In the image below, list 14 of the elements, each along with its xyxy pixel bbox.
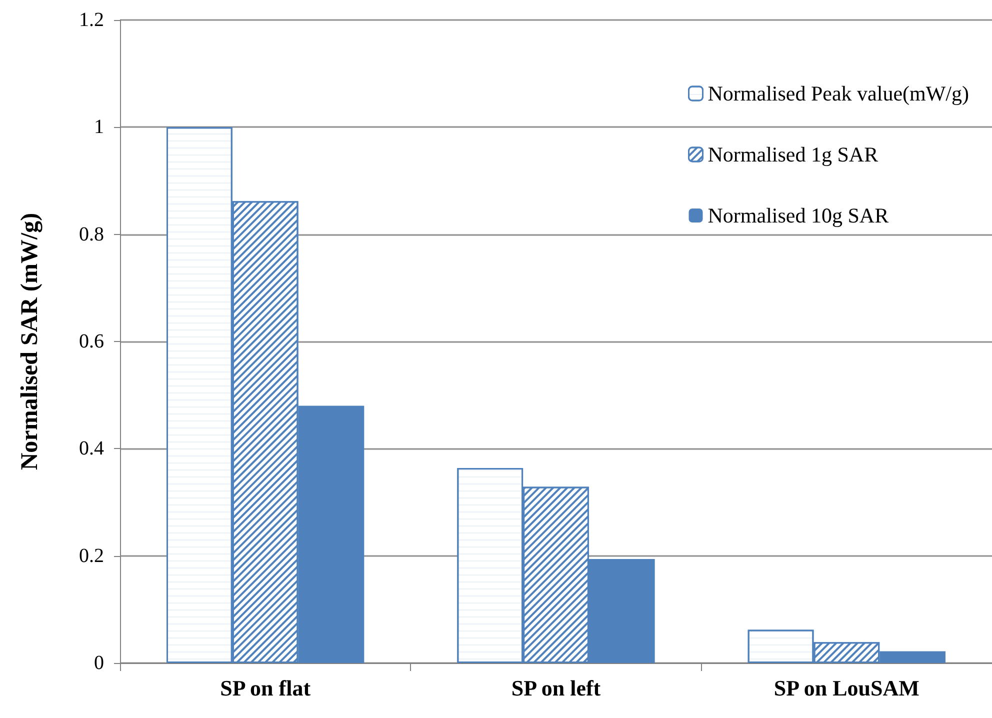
x-tick-label: SP on LouSAM — [774, 676, 920, 700]
y-tick-label: 0.2 — [79, 544, 104, 567]
x-tick-label: SP on flat — [220, 676, 312, 700]
y-tick-label: 1 — [94, 116, 104, 138]
legend-label: Normalised Peak value(mW/g) — [708, 82, 970, 106]
y-tick-label: 1.2 — [79, 9, 104, 31]
y-tick-label: 0 — [94, 652, 104, 674]
y-tick-label: 0.6 — [79, 330, 104, 352]
legend-label: Normalised 10g SAR — [708, 204, 889, 228]
y-tick-label: 0.4 — [79, 438, 104, 460]
y-tick-label: 0.8 — [79, 223, 104, 246]
legend-label: Normalised 1g SAR — [708, 142, 878, 166]
x-tick-label: SP on left — [511, 676, 602, 700]
y-axis-title: Normalised SAR (mW/g) — [17, 212, 43, 470]
